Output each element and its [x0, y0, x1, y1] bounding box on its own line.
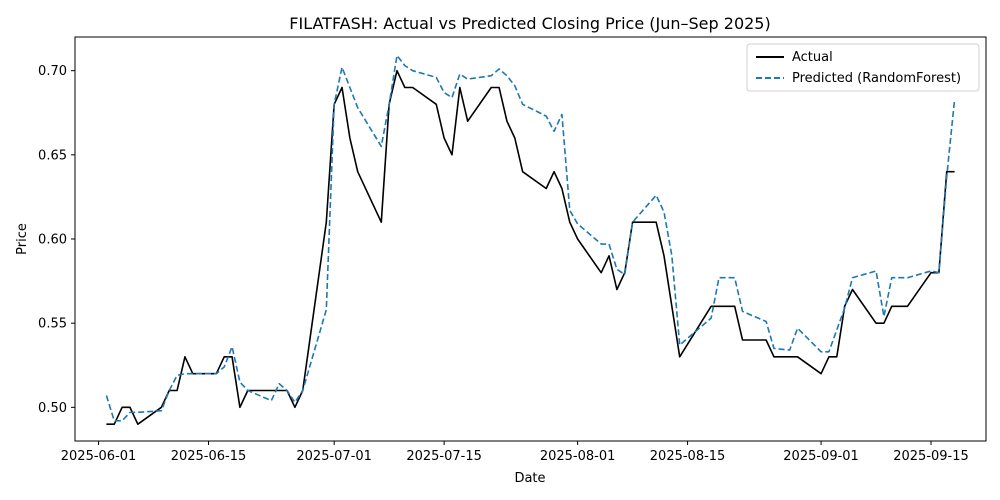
- legend-label-actual: Actual: [792, 50, 833, 65]
- y-tick-label: 0.55: [38, 317, 67, 332]
- chart-title: FILATFASH: Actual vs Predicted Closing P…: [289, 14, 770, 33]
- x-axis-title: Date: [514, 471, 545, 486]
- series-line-predicted: [105, 54, 956, 422]
- x-tick-label: 2025-06-01: [61, 449, 137, 464]
- y-axis-title: Price: [15, 223, 30, 255]
- y-axis: 0.50 0.55 0.60 0.65 0.70: [38, 64, 75, 416]
- series-line-actual: [106, 69, 955, 425]
- y-tick-label: 0.60: [38, 233, 67, 248]
- x-tick-label: 2025-09-01: [783, 449, 859, 464]
- x-axis: 2025-06-01 2025-06-15 2025-07-01 2025-07-15…: [61, 441, 969, 464]
- plot-area: [74, 36, 987, 442]
- series-layer: [105, 54, 956, 425]
- y-tick-label: 0.65: [38, 148, 67, 163]
- plot-background: [75, 37, 986, 441]
- x-tick-label: 2025-07-15: [406, 449, 482, 464]
- x-tick-label: 2025-09-15: [893, 449, 969, 464]
- legend: Actual Predicted (RandomForest): [746, 43, 980, 92]
- y-tick-label: 0.50: [38, 401, 67, 416]
- x-tick-label: 2025-06-15: [171, 449, 247, 464]
- y-tick-label: 0.70: [38, 64, 67, 79]
- x-tick-label: 2025-08-01: [540, 449, 616, 464]
- x-tick-label: 2025-08-15: [650, 449, 726, 464]
- x-tick-label: 2025-07-01: [296, 449, 372, 464]
- legend-label-predicted: Predicted (RandomForest): [792, 71, 961, 86]
- legend-box: [746, 43, 980, 92]
